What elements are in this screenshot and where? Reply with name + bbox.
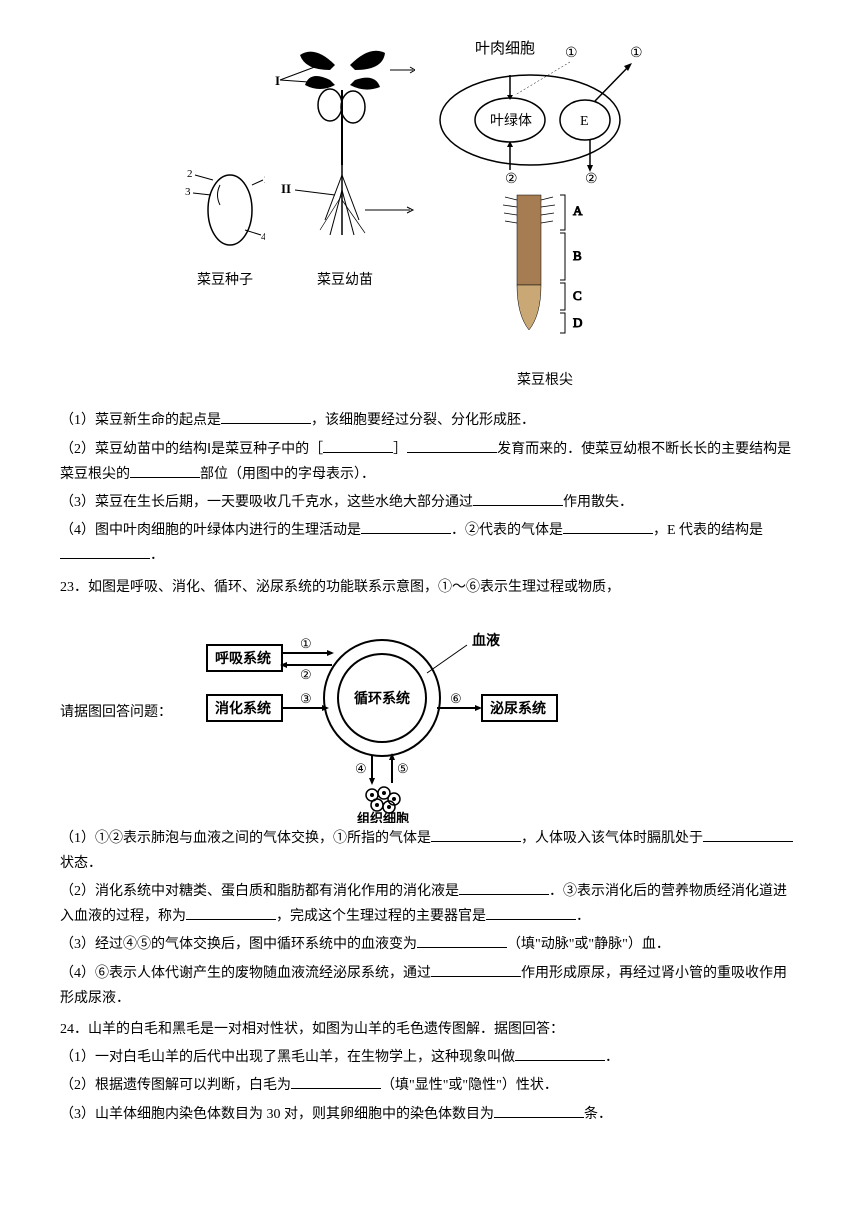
urinary-label: 泌尿系统: [490, 700, 546, 717]
blank[interactable]: [417, 932, 507, 948]
q24-1a: （1）一对白毛山羊的后代中出现了黑毛山羊，在生物学上，这种现象叫做: [60, 1050, 515, 1065]
blank[interactable]: [407, 437, 497, 453]
blank[interactable]: [130, 462, 200, 478]
q23-2d: ．: [576, 909, 590, 924]
leaf-cell-svg: 叶肉细胞 叶绿体 E ①: [415, 35, 675, 185]
root-label-c: C: [573, 288, 582, 303]
q23-intro-line1: 23．如图是呼吸、消化、循环、泌尿系统的功能联系示意图，①～⑥表示生理过程或物质…: [60, 575, 800, 600]
blood-label: 血液: [472, 632, 501, 649]
n6: ⑥: [450, 691, 462, 706]
q23-1c: 状态．: [60, 856, 102, 871]
bean-diagram: 1 2 3 4 菜豆种子: [60, 35, 800, 393]
q24-1b: ．: [605, 1050, 619, 1065]
n3: ③: [300, 691, 312, 706]
q23-diagram-row: 请据图回答问题： 循环系统 呼吸系统 消化系统 泌尿系统 血液 ① ② ③ ⑥: [60, 603, 800, 823]
seedling-caption: 菜豆幼苗: [275, 268, 415, 293]
bean-seed-svg: 1 2 3 4: [185, 145, 265, 255]
q22-4d: ．: [150, 548, 164, 563]
digestive-label: 消化系统: [215, 700, 271, 717]
seed-caption: 菜豆种子: [185, 268, 265, 293]
blank[interactable]: [221, 408, 311, 424]
blank[interactable]: [431, 826, 521, 842]
blank[interactable]: [494, 1102, 584, 1118]
circle-1b: ①: [630, 46, 643, 61]
circle-2b: ②: [585, 172, 598, 185]
e-label: E: [580, 114, 589, 129]
root-label-b: B: [573, 248, 582, 263]
blank[interactable]: [515, 1045, 605, 1061]
leaf-cell-title: 叶肉细胞: [475, 40, 535, 57]
chloroplast-label: 叶绿体: [490, 113, 532, 129]
root-caption: 菜豆根尖: [415, 368, 675, 393]
q22-2a: （2）菜豆幼苗中的结构Ⅰ是菜豆种子中的［: [60, 442, 323, 457]
blank[interactable]: [486, 904, 576, 920]
q22-4a: （4）图中叶肉细胞的叶绿体内进行的生理活动是: [60, 523, 361, 538]
circulatory-label: 循环系统: [354, 690, 410, 707]
q24-intro: 24．山羊的白毛和黑毛是一对相对性状，如图为山羊的毛色遗传图解．据图回答：: [60, 1017, 800, 1042]
blank[interactable]: [291, 1073, 381, 1089]
q22-4b: ．②代表的气体是: [451, 523, 563, 538]
blank[interactable]: [563, 518, 653, 534]
q22-text: （1）菜豆新生命的起点是 ，该细胞要经过分裂、分化形成胚． （2）菜豆幼苗中的结构…: [60, 408, 800, 568]
q23-intro-prefix: 请据图回答问题：: [60, 700, 172, 725]
seedling-svg: I II: [275, 35, 415, 255]
q23-3a: （3）经过④⑤的气体交换后，图中循环系统中的血液变为: [60, 937, 417, 952]
circle-1a: ①: [565, 46, 578, 61]
blank[interactable]: [459, 879, 549, 895]
n1: ①: [300, 636, 312, 651]
q23-text: （1）①②表示肺泡与血液之间的气体交换，①所指的气体是 ，人体吸入该气体时膈肌处于…: [60, 826, 800, 1011]
blank[interactable]: [60, 543, 150, 559]
q22-2b: ］: [393, 442, 407, 457]
seedling-label-ii: II: [281, 181, 291, 196]
tissue-label: 组织细胞: [357, 811, 409, 823]
q23-3b: （填"动脉"或"静脉"）血．: [507, 937, 670, 952]
blank[interactable]: [431, 961, 521, 977]
circle-2a: ②: [505, 172, 518, 185]
q24-3b: 条．: [584, 1107, 612, 1122]
q22-3a: （3）菜豆在生长后期，一天要吸收几千克水，这些水绝大部分通过: [60, 495, 473, 510]
blank[interactable]: [473, 490, 563, 506]
blank[interactable]: [361, 518, 451, 534]
seedling-label-i: I: [275, 73, 280, 88]
seed-label-1: 1: [263, 174, 265, 186]
blank[interactable]: [703, 826, 793, 842]
q23-2a: （2）消化系统中对糖类、蛋白质和脂肪都有消化作用的消化液是: [60, 884, 459, 899]
n5: ⑤: [397, 761, 409, 776]
root-label-d: D: [573, 315, 582, 330]
tissue-cells-icon: [366, 787, 400, 813]
q22-3b: 作用散失．: [563, 495, 633, 510]
q22-4c: ，E 代表的结构是: [653, 523, 763, 538]
q24-text: 24．山羊的白毛和黑毛是一对相对性状，如图为山羊的毛色遗传图解．据图回答： （1…: [60, 1017, 800, 1127]
q23-1b: ，人体吸入该气体时膈肌处于: [521, 831, 703, 846]
blank[interactable]: [186, 904, 276, 920]
q24-3a: （3）山羊体细胞内染色体数目为 30 对，则其卵细胞中的染色体数目为: [60, 1107, 494, 1122]
q23-1a: （1）①②表示肺泡与血液之间的气体交换，①所指的气体是: [60, 831, 431, 846]
root-label-a: A: [573, 203, 583, 218]
seed-label-2: 2: [187, 168, 193, 180]
q22-1b: ，该细胞要经过分裂、分化形成胚．: [311, 413, 535, 428]
respiratory-label: 呼吸系统: [215, 650, 271, 667]
q23-4a: （4）⑥表示人体代谢产生的废物随血液流经泌尿系统，通过: [60, 966, 431, 981]
q24-2b: （填"显性"或"隐性"）性状．: [381, 1078, 558, 1093]
n4: ④: [355, 761, 367, 776]
seed-label-4: 4: [261, 231, 265, 243]
blank[interactable]: [323, 437, 393, 453]
q24-2a: （2）根据遗传图解可以判断，白毛为: [60, 1078, 291, 1093]
q22-2d: 部位（用图中的字母表示）．: [200, 467, 375, 482]
q23-2c: ，完成这个生理过程的主要器官是: [276, 909, 486, 924]
systems-svg: 循环系统 呼吸系统 消化系统 泌尿系统 血液 ① ② ③ ⑥ ④ ⑤: [172, 603, 592, 823]
seed-label-3: 3: [185, 186, 191, 198]
q22-1a: （1）菜豆新生命的起点是: [60, 413, 221, 428]
root-tip-svg: A B C D: [485, 185, 605, 355]
n2: ②: [300, 667, 312, 682]
